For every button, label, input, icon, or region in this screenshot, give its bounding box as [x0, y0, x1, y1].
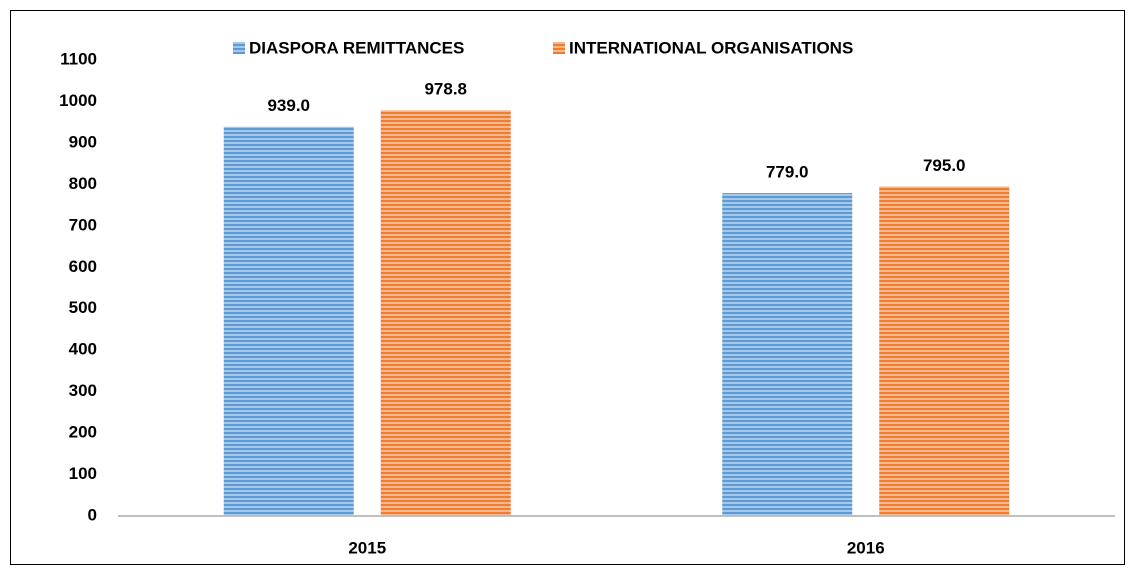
y-tick-label: 300 — [69, 381, 97, 400]
y-tick-label: 200 — [69, 423, 97, 442]
bar — [722, 193, 853, 516]
y-tick-label: 900 — [69, 132, 97, 151]
y-tick-label: 500 — [69, 298, 97, 317]
bar — [879, 186, 1010, 516]
y-tick-label: 1000 — [59, 91, 97, 110]
legend-swatch — [233, 42, 245, 54]
x-tick-label: 2015 — [348, 538, 386, 557]
legend-swatch — [553, 42, 565, 54]
x-tick-label: 2016 — [847, 538, 885, 557]
y-tick-label: 700 — [69, 215, 97, 234]
data-label: 978.8 — [424, 80, 467, 99]
data-label: 939.0 — [267, 96, 310, 115]
legend-label: DIASPORA REMITTANCES — [249, 38, 464, 57]
y-tick-label: 100 — [69, 464, 97, 483]
y-tick-label: 800 — [69, 174, 97, 193]
y-tick-label: 600 — [69, 257, 97, 276]
y-tick-label: 400 — [69, 340, 97, 359]
bar — [380, 110, 511, 516]
bar — [223, 126, 354, 516]
legend-label: INTERNATIONAL ORGANISATIONS — [569, 38, 853, 57]
y-tick-label: 1100 — [60, 49, 97, 68]
y-tick-label: 0 — [88, 505, 97, 524]
data-label: 779.0 — [766, 163, 809, 182]
data-label: 795.0 — [923, 156, 966, 175]
